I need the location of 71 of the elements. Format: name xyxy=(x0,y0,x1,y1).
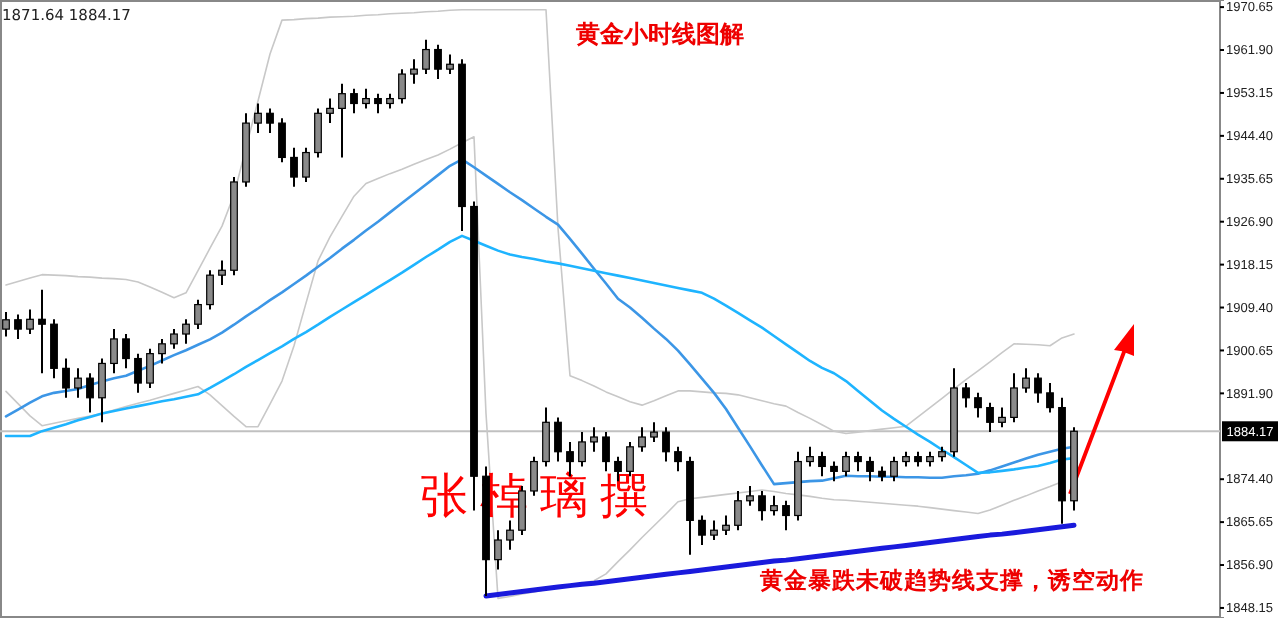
candlestick xyxy=(986,401,994,434)
candlestick xyxy=(290,146,298,188)
candlestick xyxy=(1022,367,1030,394)
candlestick xyxy=(362,87,370,110)
candlestick xyxy=(998,406,1006,429)
candlestick xyxy=(62,357,70,399)
candlestick xyxy=(74,367,82,399)
candlestick xyxy=(590,426,598,453)
candlestick xyxy=(674,445,682,473)
candlestick xyxy=(134,352,142,394)
candlestick xyxy=(962,382,970,409)
line-series xyxy=(483,522,1077,599)
candlestick xyxy=(602,431,610,473)
candlestick xyxy=(698,514,706,546)
candlestick xyxy=(746,485,754,507)
candlestick xyxy=(38,288,46,375)
candlestick xyxy=(218,259,226,286)
candlestick xyxy=(146,347,154,389)
candlestick xyxy=(14,313,22,340)
candlestick xyxy=(650,421,658,443)
candlestick xyxy=(158,337,166,365)
candlestick xyxy=(314,107,322,159)
candlestick xyxy=(434,43,442,80)
candlestick xyxy=(302,146,310,183)
candlestick xyxy=(542,406,550,468)
candlestick xyxy=(854,450,862,473)
candlestick xyxy=(554,416,562,463)
candlestick xyxy=(506,519,514,551)
candlestick xyxy=(638,426,646,453)
candlestick xyxy=(578,431,586,468)
candlestick xyxy=(410,58,418,85)
candlestick xyxy=(890,455,898,483)
candlestick xyxy=(254,102,262,134)
candlestick xyxy=(1046,382,1054,414)
candlestick xyxy=(338,82,346,159)
candlestick xyxy=(278,117,286,164)
candlestick xyxy=(782,499,790,532)
candlestick xyxy=(122,333,130,370)
candlestick xyxy=(326,97,334,125)
candlestick xyxy=(866,455,874,483)
candlestick xyxy=(974,391,982,419)
candlestick xyxy=(1034,372,1042,404)
candlestick xyxy=(182,318,190,345)
candlestick xyxy=(110,328,118,375)
candlestick xyxy=(26,308,34,336)
candlestick xyxy=(350,87,358,115)
candlestick xyxy=(494,529,502,571)
candlestick xyxy=(770,494,778,517)
candlestick xyxy=(818,450,826,478)
candlestick xyxy=(266,107,274,134)
candlestick xyxy=(170,328,178,350)
candlestick xyxy=(398,68,406,105)
candlestick xyxy=(806,445,814,468)
candlestick xyxy=(194,298,202,331)
candlestick xyxy=(734,489,742,532)
candlestick xyxy=(50,318,58,380)
candlestick xyxy=(422,38,430,76)
annotation: 黄金暴跌未破趋势线支撑，诱空动作 xyxy=(758,566,1144,594)
candlestick xyxy=(446,53,454,76)
text: 黄金小时线图解 xyxy=(574,20,744,48)
candlestick xyxy=(206,269,214,311)
candlestick xyxy=(98,357,106,424)
candlestick xyxy=(374,92,382,115)
candlestick xyxy=(842,450,850,478)
candlestick xyxy=(710,519,718,542)
candlestick xyxy=(662,426,670,463)
candlestick xyxy=(86,372,94,414)
candlestick xyxy=(722,514,730,537)
candlestick xyxy=(1010,372,1018,424)
candlestick xyxy=(830,460,838,483)
candlestick xyxy=(758,489,766,522)
